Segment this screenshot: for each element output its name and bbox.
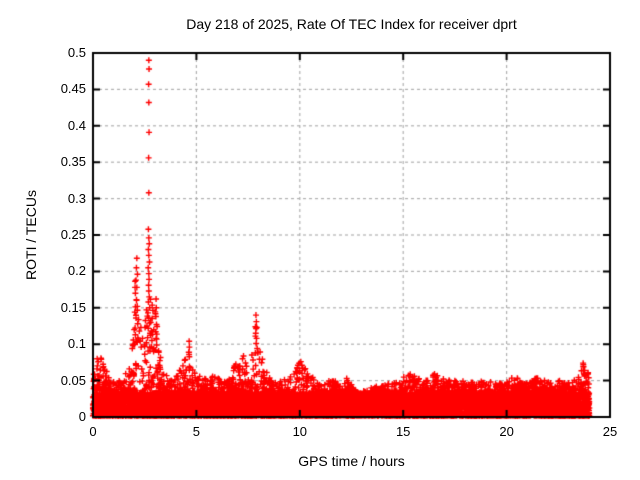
x-tick-label: 20: [499, 424, 514, 439]
chart-title: Day 218 of 2025, Rate Of TEC Index for r…: [186, 16, 517, 32]
x-tick-label: 10: [292, 424, 308, 439]
x-tick-label: 0: [89, 424, 97, 439]
y-tick-label: 0.35: [60, 154, 86, 170]
y-tick-label: 0.2: [67, 263, 86, 279]
x-tick-label: 25: [602, 424, 618, 439]
x-tick-label: 15: [395, 424, 411, 439]
y-tick-label: 0.5: [67, 45, 86, 60]
y-tick-label: 0.05: [60, 372, 86, 388]
x-axis-label: GPS time / hours: [298, 453, 405, 469]
y-tick-label: 0.4: [67, 117, 86, 133]
y-tick-label: 0.1: [67, 336, 86, 352]
y-tick-label: 0.15: [60, 299, 86, 315]
y-tick-label: 0.25: [60, 227, 86, 242]
y-tick-label: 0: [78, 409, 86, 424]
x-tick-label: 5: [192, 424, 200, 439]
y-tick-label: 0.45: [60, 81, 86, 97]
y-tick-label: 0.3: [67, 190, 86, 206]
